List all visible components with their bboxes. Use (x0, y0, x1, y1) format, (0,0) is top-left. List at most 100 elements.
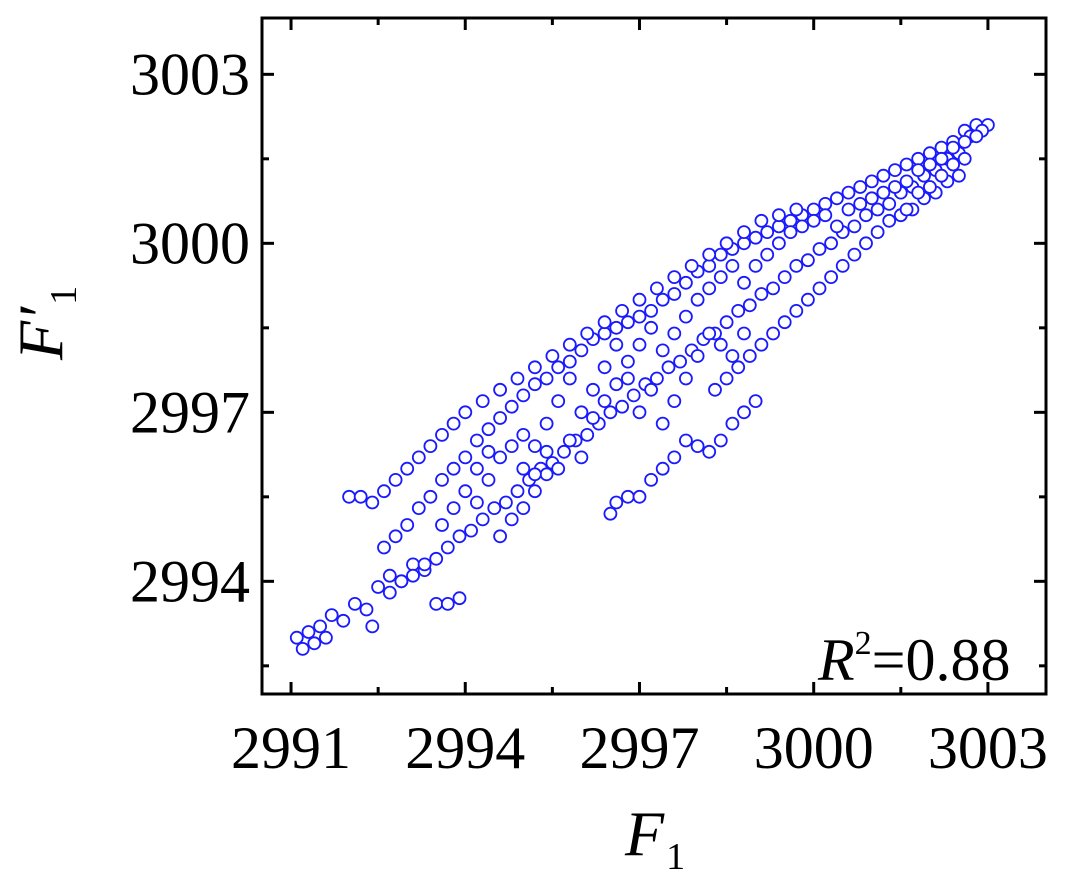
data-point (377, 484, 391, 499)
data-point (621, 371, 635, 386)
data-point (528, 439, 542, 454)
data-point (528, 467, 542, 482)
data-point (313, 619, 328, 634)
data-point (789, 303, 804, 318)
data-point (551, 461, 566, 476)
data-point (679, 371, 693, 386)
data-point (644, 472, 658, 487)
data-point (934, 151, 949, 166)
data-point (830, 219, 844, 234)
data-points (289, 118, 995, 656)
data-point (702, 258, 717, 273)
data-point (702, 247, 717, 262)
data-point (911, 151, 926, 166)
data-point (458, 484, 473, 499)
data-point (772, 208, 786, 223)
data-point (812, 242, 827, 256)
data-point (528, 377, 542, 392)
data-point (562, 371, 577, 386)
data-point (644, 382, 658, 397)
data-point (737, 236, 751, 251)
data-point (957, 134, 972, 149)
data-point (469, 461, 484, 476)
data-point (394, 574, 409, 589)
data-point (400, 461, 415, 476)
data-point (667, 287, 682, 301)
data-point (644, 303, 658, 318)
data-point (446, 461, 461, 476)
data-point (516, 461, 531, 476)
data-point (923, 180, 937, 194)
r-squared-annotation: R2=0.88 (817, 625, 1011, 693)
data-point (603, 405, 618, 420)
data-point (539, 444, 554, 459)
data-point (551, 394, 566, 409)
data-point (661, 360, 676, 375)
y-tick-label: 2997 (130, 379, 250, 445)
data-point (754, 337, 769, 352)
data-point (818, 196, 833, 211)
data-point (528, 484, 542, 499)
data-point (411, 450, 426, 465)
data-point (557, 444, 571, 459)
data-point (911, 163, 926, 178)
data-point (353, 489, 368, 504)
data-point (365, 619, 380, 634)
data-point (859, 208, 873, 223)
data-point (377, 540, 391, 555)
data-point (382, 585, 397, 600)
data-point (882, 213, 897, 228)
data-point (760, 247, 775, 262)
data-point (493, 529, 508, 544)
data-point (783, 213, 798, 228)
data-point (830, 191, 844, 206)
data-point (481, 444, 496, 459)
data-point (754, 213, 769, 228)
data-point (365, 495, 380, 510)
data-point (934, 140, 949, 155)
data-point (597, 315, 612, 330)
data-point (539, 416, 554, 431)
data-point (737, 405, 751, 420)
data-point (702, 444, 717, 459)
x-tick-label: 2994 (405, 715, 525, 781)
data-point (597, 360, 612, 375)
data-point (772, 219, 786, 234)
plot-frame (260, 16, 1048, 696)
data-point (864, 191, 879, 206)
y-tick-label: 3000 (130, 210, 250, 276)
x-tick-label: 2997 (579, 715, 699, 781)
data-point (609, 320, 624, 335)
data-point (870, 225, 885, 240)
data-point (336, 613, 351, 628)
data-point (458, 450, 473, 465)
data-point (307, 636, 322, 651)
x-tick-label: 3000 (754, 715, 874, 781)
data-point (702, 281, 717, 296)
data-point (777, 270, 792, 285)
data-point (876, 185, 891, 200)
data-point (864, 174, 879, 189)
data-point (586, 411, 600, 425)
data-point (528, 360, 542, 375)
data-point (498, 495, 513, 510)
data-point (429, 551, 444, 566)
data-point (841, 185, 856, 200)
data-point (742, 298, 757, 313)
data-point (423, 439, 438, 454)
y-axis-title: F′1 (5, 286, 85, 361)
y-tick-label: 3003 (130, 41, 250, 107)
data-point (562, 354, 577, 369)
data-point (806, 213, 821, 228)
data-point (650, 371, 664, 386)
data-point (847, 219, 862, 234)
data-point (801, 292, 815, 307)
data-point (667, 450, 682, 465)
data-point (934, 168, 949, 183)
data-point (516, 501, 531, 516)
data-point (679, 433, 693, 448)
data-point (655, 292, 670, 307)
x-tick-label: 2991 (231, 715, 351, 781)
data-point (667, 326, 682, 341)
